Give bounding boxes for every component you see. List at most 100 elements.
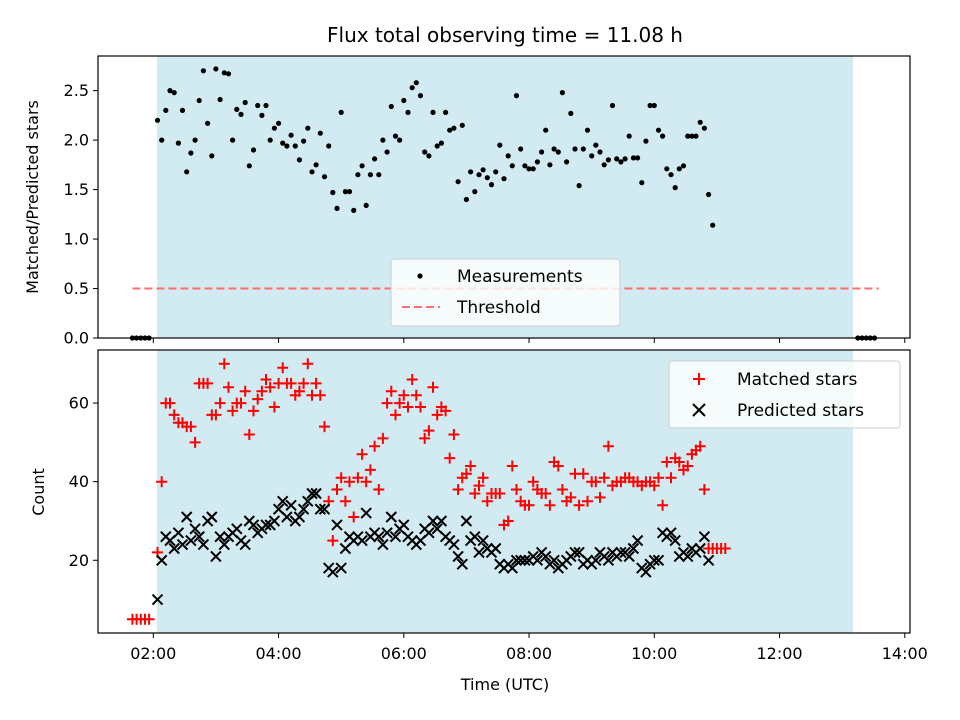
matched-star-point <box>661 456 673 468</box>
measurement-point <box>530 166 536 172</box>
matched-star-point <box>381 397 393 409</box>
top-panel-x-ticks <box>152 338 906 343</box>
measurement-point <box>305 125 311 131</box>
predicted-star-point <box>531 554 544 567</box>
y-tick-label: 1.0 <box>64 230 89 249</box>
predicted-star-point <box>389 530 402 543</box>
measurement-point <box>430 109 436 115</box>
measurement-point <box>584 127 591 133</box>
matched-star-point <box>319 421 330 433</box>
measurement-point <box>280 140 286 146</box>
predicted-star-point <box>151 593 164 606</box>
measurement-point <box>392 133 399 139</box>
matched-star-point <box>410 389 422 401</box>
top-panel: Flux total observing time = 11.08 h 0.00… <box>23 23 911 348</box>
measurement-point <box>238 111 244 117</box>
measurement-point <box>693 133 699 139</box>
measurement-point <box>284 143 290 149</box>
predicted-star-point <box>702 554 715 567</box>
matched-star-point <box>719 543 731 554</box>
measurement-point <box>622 156 628 162</box>
predicted-star-point <box>247 519 260 531</box>
measurement-point <box>468 169 474 175</box>
measurement-point <box>564 159 570 165</box>
matched-star-point <box>377 432 389 444</box>
predicted-star-point <box>514 554 527 567</box>
predicted-star-point <box>172 527 185 539</box>
y-tick-label: 40 <box>69 472 89 491</box>
matched-star-point <box>598 472 610 484</box>
bottom-panel-legend: Matched stars Predicted stars <box>668 360 901 429</box>
measurement-point <box>639 180 645 186</box>
matched-star-point <box>189 436 201 448</box>
measurement-point <box>338 109 344 115</box>
predicted-star-point <box>477 534 489 547</box>
measurement-point <box>388 103 394 110</box>
matched-star-point <box>565 491 577 503</box>
predicted-star-point <box>239 538 251 551</box>
matched-star-point <box>469 488 481 499</box>
predicted-star-point <box>168 542 180 555</box>
measurement-point <box>184 169 190 175</box>
top-panel-title: Flux total observing time = 11.08 h <box>327 23 683 47</box>
matched-star-point <box>356 448 368 460</box>
measurement-point <box>401 97 407 104</box>
matched-star-point <box>556 484 568 495</box>
predicted-star-point <box>276 495 289 508</box>
measurement-point <box>655 127 662 133</box>
matched-star-point <box>394 397 406 409</box>
measurement-point <box>163 107 169 113</box>
measurement-point <box>217 96 223 103</box>
measurement-point <box>689 133 695 139</box>
y-tick-label: 1.5 <box>64 180 89 199</box>
predicted-star-point <box>602 554 615 567</box>
matched-star-point <box>260 374 272 385</box>
measurement-point <box>271 125 277 131</box>
matched-star-point <box>582 495 593 507</box>
matched-star-point <box>511 484 522 495</box>
predicted-star-point <box>456 558 469 570</box>
measurement-point <box>697 119 703 125</box>
measurement-point <box>192 137 198 143</box>
predicted-star-point <box>648 554 661 567</box>
y-tick-label: 0.5 <box>64 279 89 298</box>
measurement-point <box>422 149 428 155</box>
matched-star-point <box>698 484 710 495</box>
matched-star-point <box>168 409 180 421</box>
predicted-star-point <box>318 503 331 515</box>
matched-star-point <box>494 488 506 499</box>
matched-star-point <box>440 405 452 417</box>
measurement-point <box>589 153 595 159</box>
predicted-star-point <box>435 515 448 527</box>
measurement-point <box>221 70 227 76</box>
measurement-point <box>601 162 607 168</box>
predicted-star-point <box>260 519 272 531</box>
measurement-point <box>159 137 165 143</box>
measurement-point <box>518 146 524 152</box>
measurement-point <box>434 143 440 149</box>
legend-matched-label: Matched stars <box>737 370 857 390</box>
measurement-point <box>534 159 541 165</box>
predicted-star-point <box>285 499 297 512</box>
measurement-point <box>234 106 240 112</box>
predicted-star-point <box>176 538 189 551</box>
predicted-star-point <box>590 554 602 567</box>
matched-star-point <box>185 421 197 433</box>
matched-star-point <box>523 499 535 511</box>
bottom-panel-y-ticks: 20 40 60 <box>69 394 98 570</box>
measurement-point <box>447 127 453 133</box>
matched-star-point <box>653 472 664 484</box>
predicted-star-point <box>377 538 389 551</box>
predicted-star-point <box>510 554 523 567</box>
matched-star-point <box>143 613 155 625</box>
measurement-point <box>179 107 186 113</box>
measurement-point <box>559 90 566 96</box>
measurement-point <box>263 102 269 109</box>
measurement-point <box>209 153 215 159</box>
matched-star-point <box>277 362 289 374</box>
measurement-point <box>505 153 511 159</box>
measurement-point <box>701 125 708 131</box>
top-panel-legend: Measurements Threshold <box>390 258 621 327</box>
measurement-point <box>351 207 357 213</box>
measurement-point <box>568 110 574 116</box>
